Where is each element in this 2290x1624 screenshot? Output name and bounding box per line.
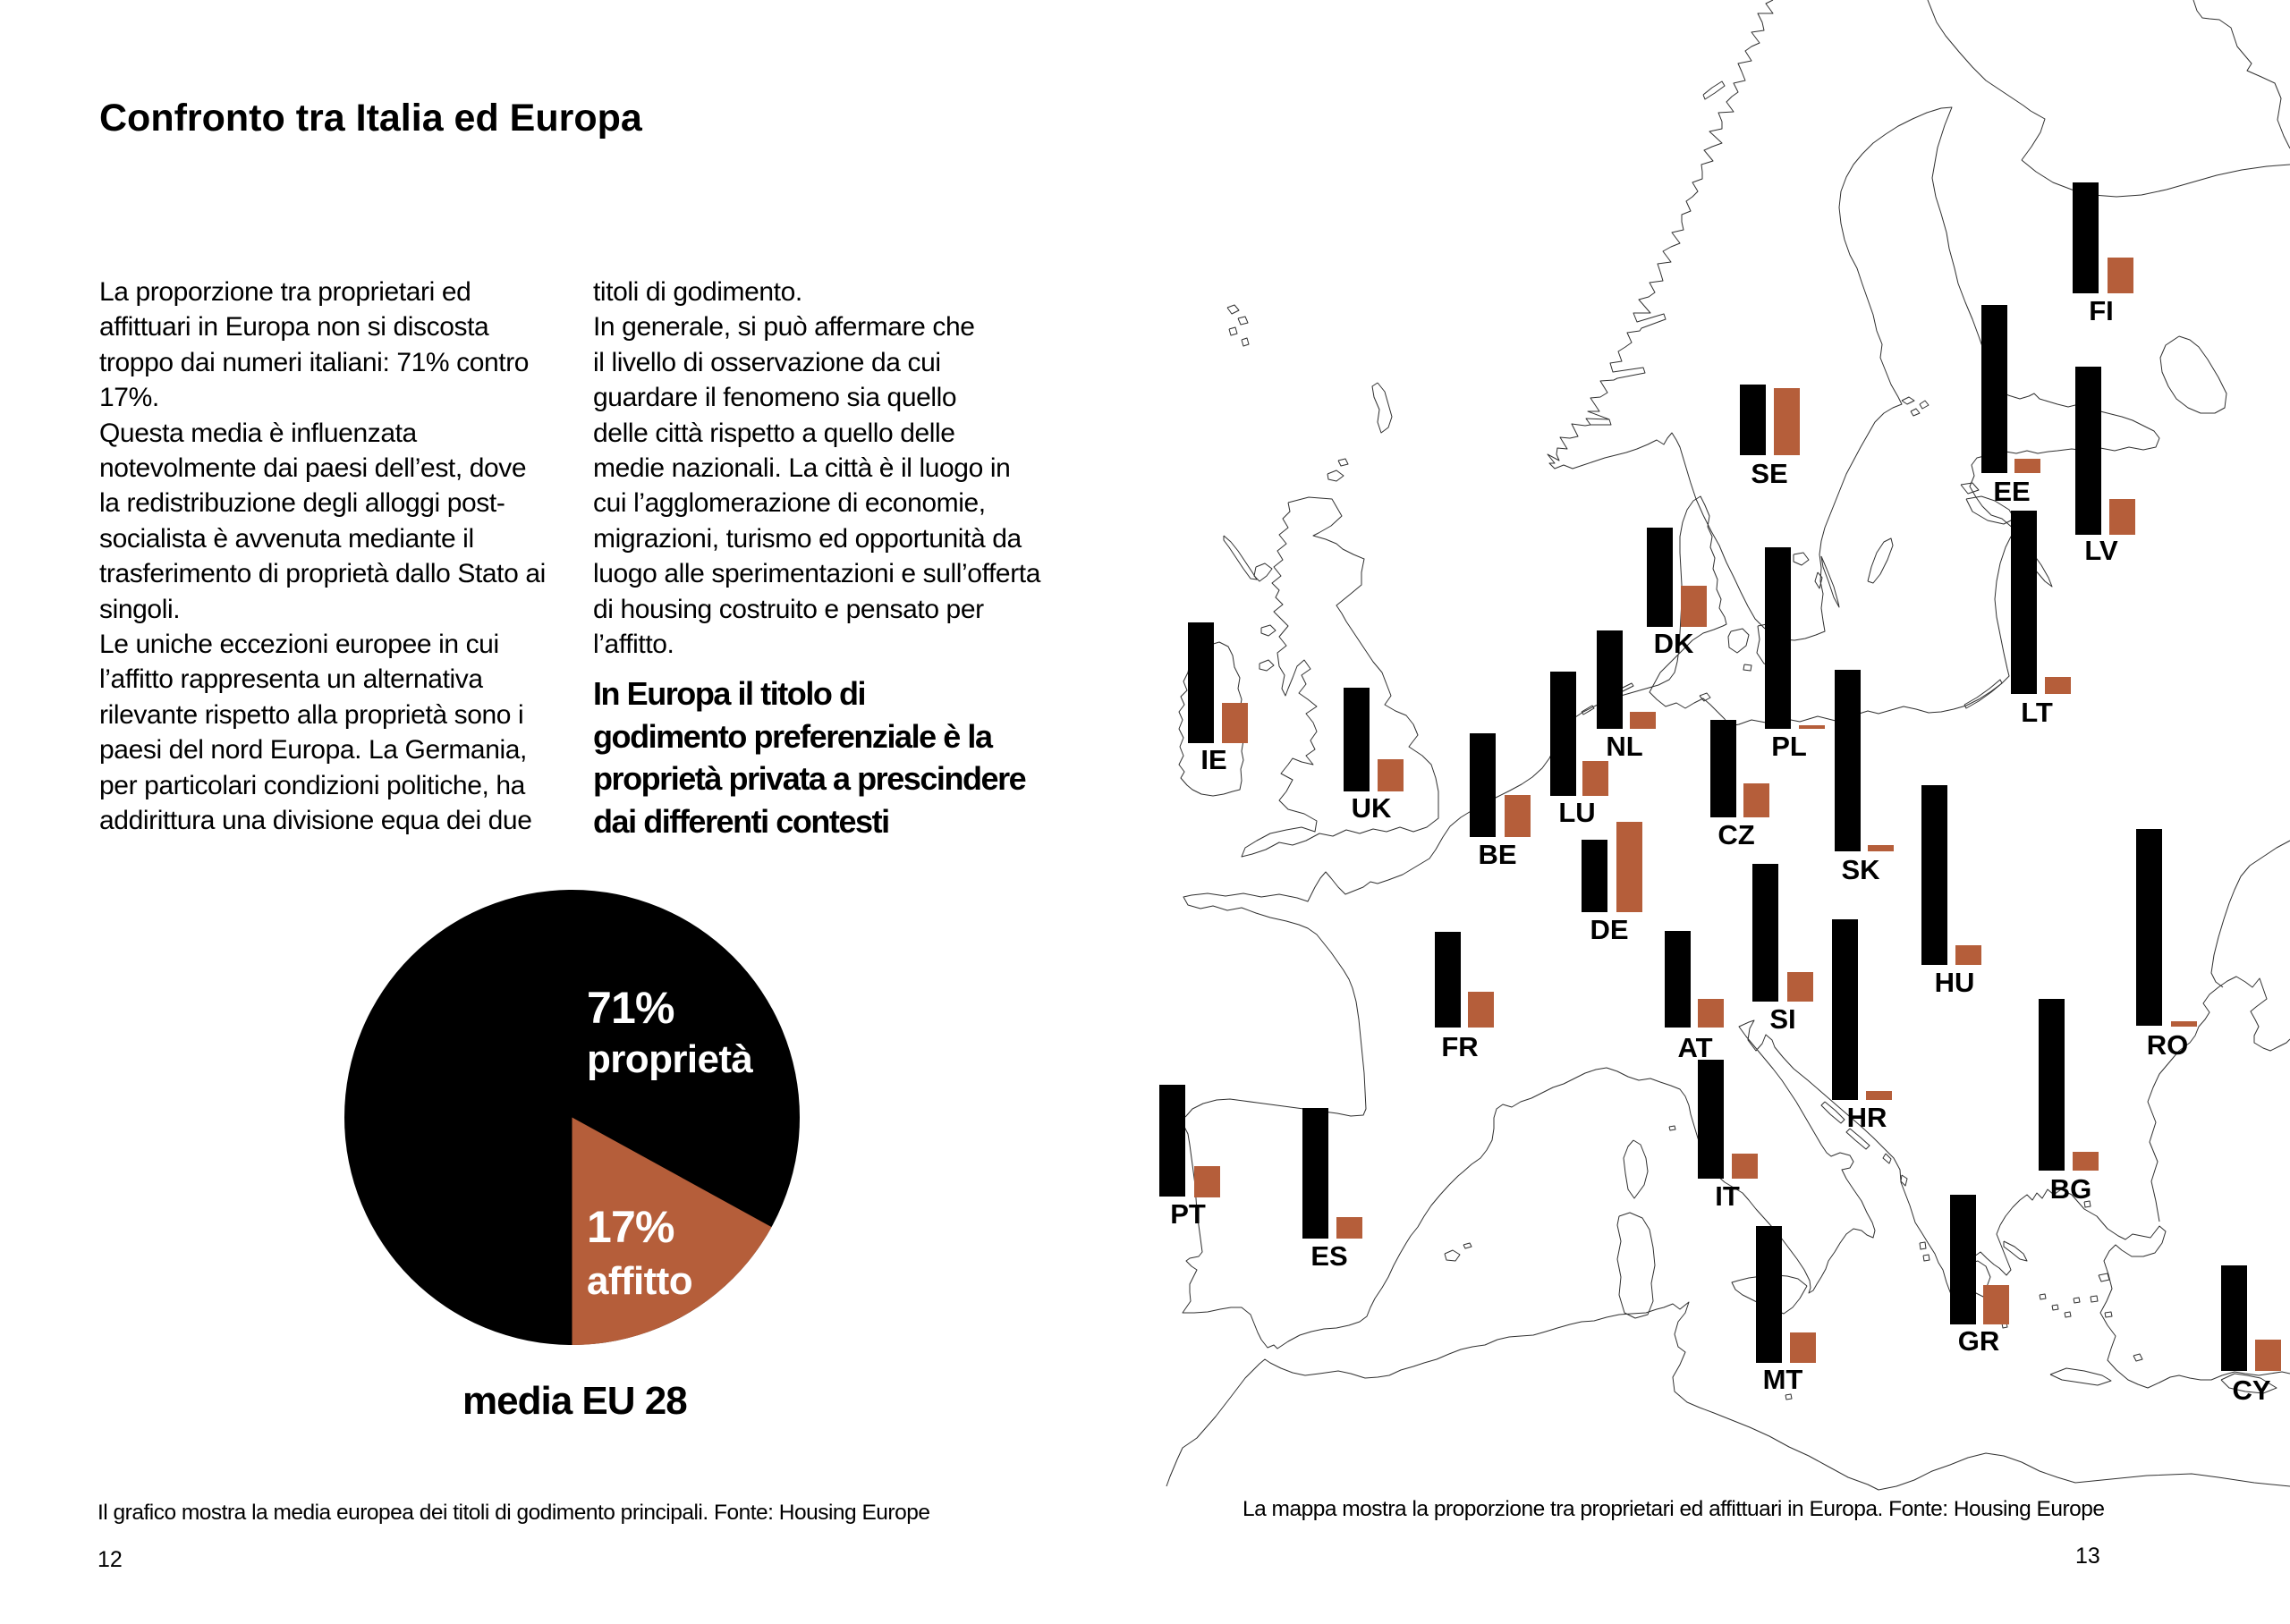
svg-text:NL: NL — [1606, 731, 1642, 762]
svg-text:LU: LU — [1558, 797, 1595, 828]
svg-text:ES: ES — [1310, 1240, 1347, 1272]
svg-text:MT: MT — [1763, 1364, 1803, 1395]
svg-text:IT: IT — [1715, 1180, 1740, 1212]
svg-text:PL: PL — [1771, 731, 1807, 762]
svg-text:CZ: CZ — [1718, 819, 1754, 850]
svg-text:LT: LT — [2021, 697, 2053, 728]
svg-text:HU: HU — [1935, 967, 1975, 998]
svg-text:SK: SK — [1841, 854, 1880, 885]
svg-text:FR: FR — [1441, 1031, 1478, 1062]
svg-text:BE: BE — [1478, 839, 1516, 870]
svg-text:EE: EE — [1993, 476, 2030, 507]
svg-text:CY: CY — [2232, 1374, 2270, 1406]
svg-text:FI: FI — [2089, 295, 2114, 326]
svg-text:RO: RO — [2147, 1029, 2189, 1061]
svg-text:AT: AT — [1677, 1032, 1712, 1063]
svg-text:LV: LV — [2084, 535, 2118, 566]
svg-text:GR: GR — [1958, 1325, 2000, 1357]
svg-text:SE: SE — [1751, 458, 1787, 489]
svg-text:BG: BG — [2050, 1173, 2092, 1205]
svg-text:PT: PT — [1170, 1198, 1206, 1230]
svg-text:SI: SI — [1769, 1003, 1795, 1035]
svg-text:UK: UK — [1352, 792, 1392, 824]
svg-text:DE: DE — [1590, 914, 1628, 945]
svg-text:IE: IE — [1200, 744, 1226, 775]
svg-text:DK: DK — [1654, 628, 1694, 659]
svg-text:HR: HR — [1847, 1102, 1887, 1133]
